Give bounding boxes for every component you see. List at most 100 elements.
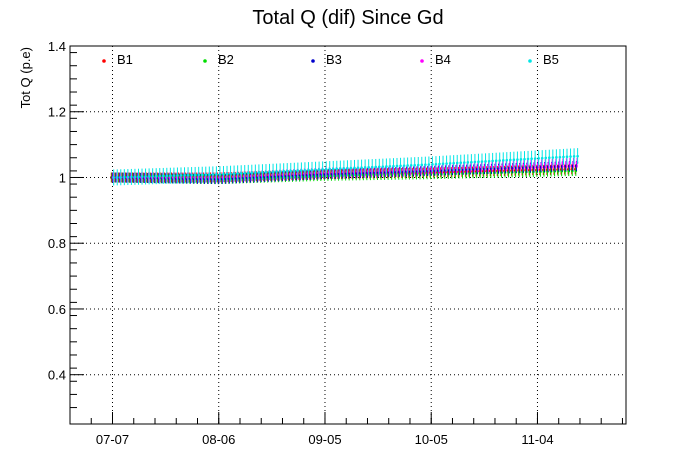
- data-point: [236, 172, 239, 175]
- data-point: [470, 160, 473, 164]
- data-point: [232, 172, 236, 175]
- data-point: [537, 157, 540, 160]
- data-point: [317, 168, 321, 171]
- data-point: [151, 174, 154, 178]
- y-tick-label: 0.4: [48, 368, 66, 383]
- data-point: [473, 160, 477, 164]
- data-point: [144, 175, 147, 178]
- data-point: [484, 160, 487, 163]
- data-point: [197, 173, 200, 177]
- legend-marker: [528, 59, 532, 63]
- x-tick-label: 08-06: [202, 432, 235, 447]
- data-point: [254, 171, 257, 174]
- data-point: [222, 172, 225, 176]
- data-point: [289, 169, 293, 173]
- y-tick-label: 0.8: [48, 236, 66, 251]
- data-point: [165, 174, 169, 178]
- data-point: [346, 166, 349, 170]
- data-point: [448, 162, 452, 165]
- data-point: [293, 169, 296, 173]
- data-point: [268, 170, 271, 174]
- legend-item-B4: B4: [420, 52, 451, 67]
- data-point: [519, 158, 523, 161]
- data-point: [130, 175, 133, 179]
- data-point: [257, 171, 261, 174]
- data-point: [335, 167, 339, 171]
- data-point: [477, 160, 480, 164]
- data-point: [420, 163, 424, 167]
- data-point: [526, 157, 530, 161]
- data-point: [112, 176, 115, 179]
- data-point: [505, 158, 509, 162]
- data-point: [424, 163, 427, 166]
- data-point: [275, 170, 278, 173]
- series-B3: [111, 160, 578, 185]
- data-point: [229, 172, 232, 175]
- data-point: [310, 168, 314, 172]
- legend-label: B3: [326, 52, 342, 67]
- data-point: [147, 175, 151, 178]
- data-point: [370, 165, 374, 169]
- data-point: [367, 165, 370, 169]
- data-point: [494, 159, 498, 163]
- data-point: [576, 154, 579, 158]
- x-tick-label: 07-07: [96, 432, 129, 447]
- legend-label: B5: [543, 52, 559, 67]
- data-point: [416, 163, 420, 167]
- data-point: [551, 156, 555, 159]
- data-point: [452, 161, 455, 165]
- data-point: [395, 164, 399, 168]
- data-point: [285, 169, 289, 173]
- data-point: [186, 173, 190, 177]
- data-point: [409, 164, 413, 167]
- data-point: [314, 168, 317, 172]
- data-point: [512, 158, 516, 162]
- data-point: [239, 171, 243, 175]
- data-point: [455, 161, 459, 165]
- data-point: [193, 173, 197, 177]
- data-point: [278, 170, 282, 173]
- data-point: [378, 165, 381, 169]
- data-point: [154, 174, 158, 178]
- y-tick-label: 0.6: [48, 302, 66, 317]
- data-point: [126, 175, 130, 179]
- data-point: [140, 175, 144, 178]
- data-point: [399, 164, 402, 168]
- data-point: [466, 161, 470, 164]
- data-point: [211, 173, 215, 176]
- data-point: [462, 161, 466, 164]
- legend-label: B4: [435, 52, 451, 67]
- data-point: [161, 174, 165, 178]
- data-point: [509, 158, 512, 162]
- data-point: [300, 169, 303, 172]
- data-point: [558, 155, 562, 159]
- data-point: [339, 167, 342, 170]
- series-B5: [112, 148, 579, 186]
- legend-item-B5: B5: [528, 52, 559, 67]
- data-point: [406, 164, 409, 167]
- data-point: [459, 161, 463, 165]
- gridlines: [70, 46, 626, 424]
- data-point: [498, 159, 502, 162]
- data-point: [328, 167, 332, 171]
- data-point: [331, 167, 335, 171]
- data-point: [225, 172, 229, 176]
- data-point: [119, 175, 123, 179]
- data-point: [501, 159, 505, 162]
- data-point: [246, 171, 250, 175]
- data-point: [533, 157, 537, 160]
- data-point: [381, 165, 385, 168]
- tick-labels: 07-07 08-06 09-05 10-05 11-04 0.4 0.6 0.8 1 1.2 1.…: [48, 39, 554, 447]
- y-axis-label: Tot Q (p.e): [18, 47, 33, 108]
- data-point: [349, 166, 353, 170]
- data-point: [356, 166, 360, 170]
- legend-marker: [420, 59, 424, 63]
- data-point: [250, 171, 254, 175]
- data-point: [540, 156, 544, 160]
- data-point: [342, 167, 346, 170]
- data-point: [123, 175, 126, 179]
- data-point: [324, 167, 328, 171]
- data-point: [434, 162, 438, 166]
- legend-item-B2: B2: [203, 52, 234, 67]
